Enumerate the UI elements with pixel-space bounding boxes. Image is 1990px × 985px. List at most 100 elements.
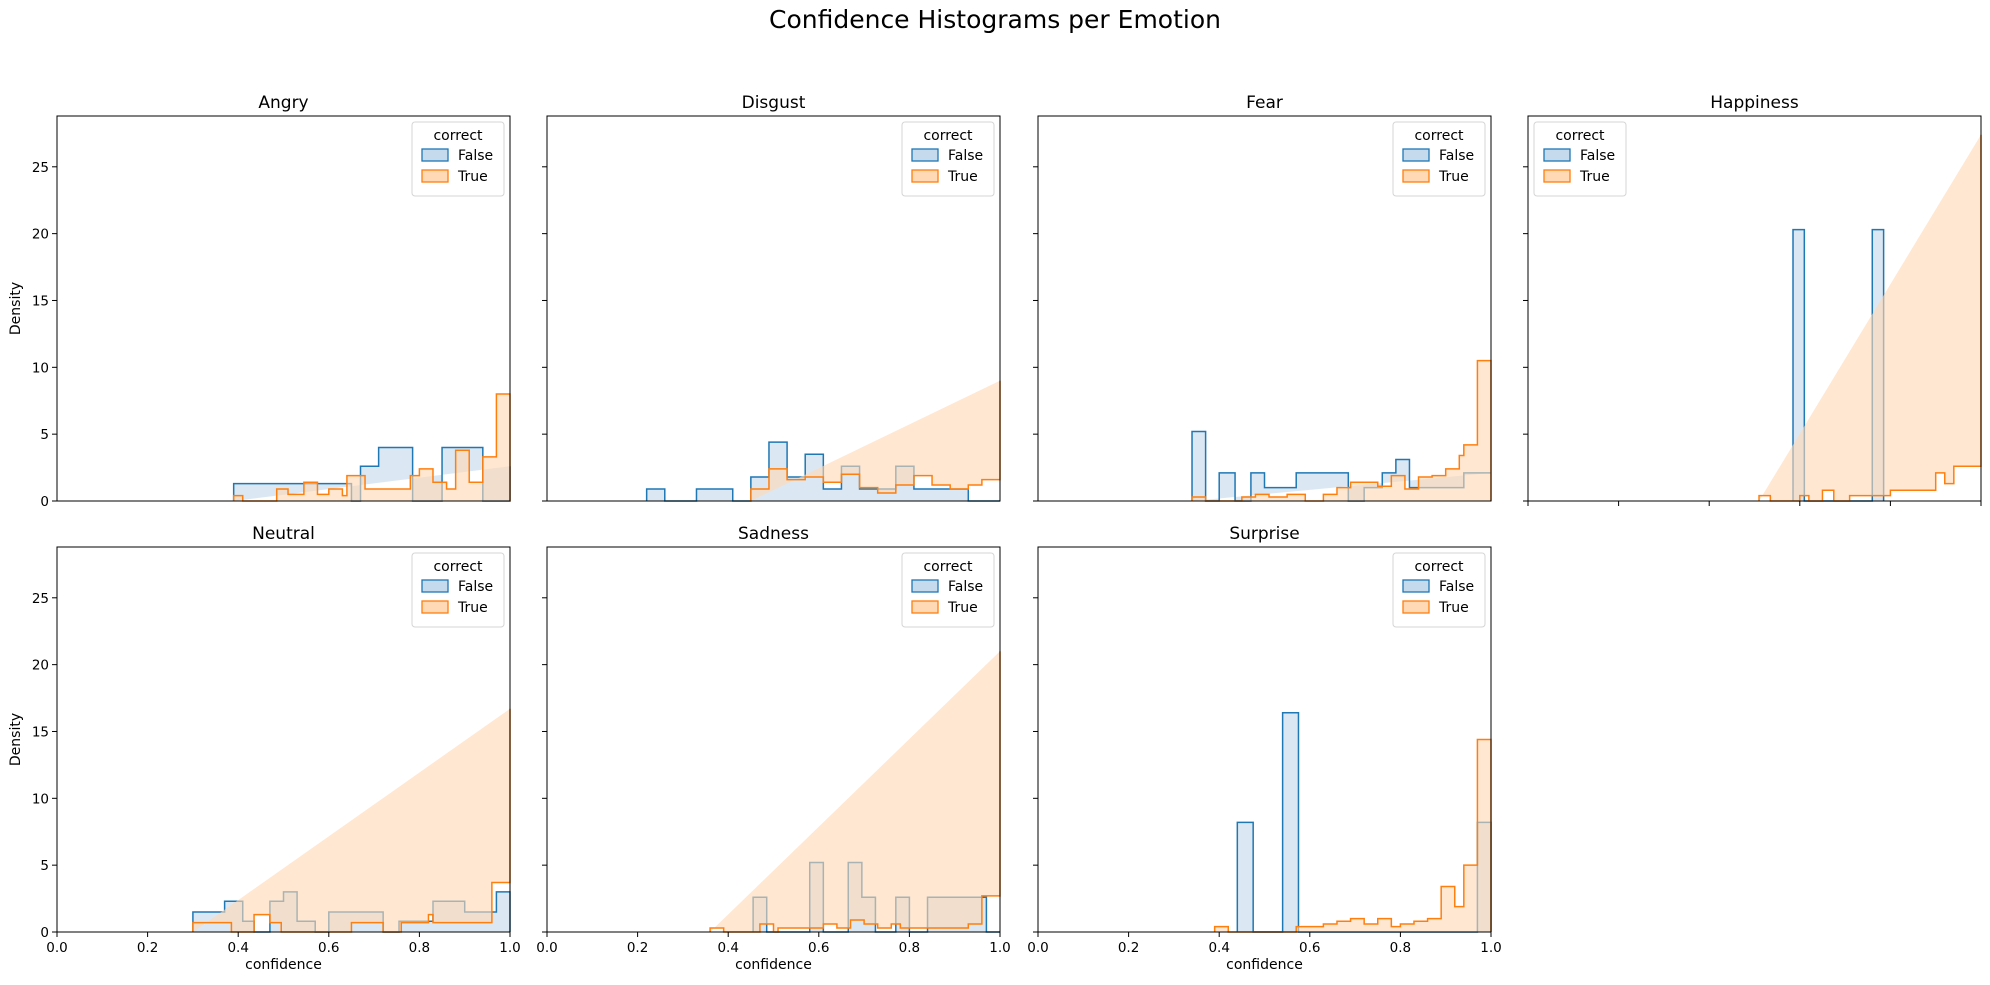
legend-swatch-true (1543, 169, 1571, 183)
y-tick-label: 20 (32, 658, 49, 674)
legend: correct False True (1533, 121, 1627, 197)
legend-swatch-true (1402, 169, 1430, 183)
legend-title: correct (923, 128, 973, 144)
y-tick-label: 25 (32, 160, 49, 176)
legend-swatch-true (911, 169, 939, 183)
legend-swatch-false (1543, 148, 1571, 162)
legend-swatch-true (421, 169, 449, 183)
axes-frame (546, 115, 1001, 502)
x-axis-label: confidence (245, 957, 322, 973)
panel-title: Neutral (252, 524, 315, 544)
axes-frame (1037, 115, 1492, 502)
panel-angry: Angry 0 5 10 15 20 25 Density correct False True (8, 93, 511, 510)
legend: correct False True (901, 552, 995, 628)
series-fill-true (1214, 739, 1491, 932)
x-axis-label: confidence (1226, 957, 1303, 973)
series-fill-true (1192, 360, 1491, 501)
x-tick-label: 1.0 (989, 940, 1010, 956)
y-tick-label: 5 (40, 858, 49, 874)
legend-label-true: True (1579, 169, 1610, 185)
legend-label-true: True (1438, 600, 1469, 616)
panel-fear: Fear correct False True (1033, 93, 1492, 502)
x-tick-label: 1.0 (1480, 940, 1501, 956)
legend-title: correct (433, 128, 483, 144)
legend-label-false: False (1439, 148, 1474, 164)
y-tick-label: 0 (40, 494, 49, 510)
legend-label-false: False (458, 579, 493, 595)
legend-label-true: True (457, 600, 488, 616)
x-tick-label: 0.8 (409, 940, 430, 956)
x-tick-label: 0.4 (1208, 940, 1229, 956)
legend-swatch-false (1402, 579, 1430, 593)
legend-swatch-false (421, 148, 449, 162)
panel-title: Happiness (1710, 93, 1799, 113)
axes-frame (56, 546, 511, 933)
legend: correct False True (1392, 121, 1486, 197)
legend-swatch-false (911, 148, 939, 162)
legend-label-false: False (458, 148, 493, 164)
x-tick-label: 1.0 (499, 940, 520, 956)
legend-label-true: True (947, 600, 978, 616)
series-fill-true (233, 394, 511, 501)
panel-title: Angry (258, 93, 308, 113)
figure-title: Confidence Histograms per Emotion (769, 5, 1221, 34)
axes-frame (1037, 546, 1492, 933)
x-tick-label: 0.6 (1299, 940, 1320, 956)
legend-title: correct (433, 559, 483, 575)
series-line-true (232, 393, 511, 502)
legend-swatch-false (911, 579, 939, 593)
legend: correct False True (901, 121, 995, 197)
legend-title: correct (923, 559, 973, 575)
panel-title: Fear (1246, 93, 1283, 113)
legend-label-true: True (947, 169, 978, 185)
panel-title: Disgust (742, 93, 806, 113)
y-tick-label: 15 (32, 724, 49, 740)
x-tick-label: 0.8 (1390, 940, 1411, 956)
y-tick-label: 10 (32, 360, 49, 376)
panel-sadness: Sadness 0.0 0.2 0.4 0.6 0.8 1.0 confidence corre… (536, 524, 1010, 973)
x-tick-label: 0.2 (1118, 940, 1139, 956)
x-tick-label: 0.0 (46, 940, 67, 956)
series-line-true (1191, 359, 1492, 502)
series-fill-true (192, 708, 510, 932)
legend-title: correct (1414, 559, 1464, 575)
legend-label-false: False (948, 579, 983, 595)
series-fill-true (750, 380, 1000, 501)
y-axis-label: Density (8, 713, 24, 766)
axes-frame (56, 115, 511, 502)
axes-frame (1527, 115, 1982, 502)
y-tick-label: 5 (40, 427, 49, 443)
x-tick-label: 0.4 (717, 940, 738, 956)
x-tick-label: 0.4 (227, 940, 248, 956)
legend-swatch-false (421, 579, 449, 593)
legend-label-true: True (457, 169, 488, 185)
x-axis-label: confidence (735, 957, 812, 973)
legend-label-true: True (1438, 169, 1469, 185)
legend-label-false: False (948, 148, 983, 164)
panel-neutral: Neutral 0 5 10 15 20 25 0.0 0.2 0.4 0.6 0.8 1.0 confi… (8, 524, 521, 973)
series-fill-false (1192, 431, 1491, 501)
y-axis-label: Density (8, 282, 24, 335)
series-fill-true (710, 651, 1000, 932)
y-tick-label: 25 (32, 591, 49, 607)
legend-title: correct (1555, 128, 1605, 144)
x-tick-label: 0.0 (1027, 940, 1048, 956)
axes-frame (546, 546, 1001, 933)
legend-swatch-false (1402, 148, 1430, 162)
legend-label-false: False (1580, 148, 1615, 164)
legend: correct False True (1392, 552, 1486, 628)
x-tick-label: 0.6 (318, 940, 339, 956)
y-tick-label: 15 (32, 293, 49, 309)
series-line-true (750, 380, 1001, 501)
legend-swatch-true (421, 600, 449, 614)
legend-swatch-true (911, 600, 939, 614)
panel-title: Sadness (738, 524, 809, 544)
y-tick-label: 0 (40, 925, 49, 941)
panel-disgust: Disgust correct False True (542, 93, 1001, 502)
panels-layer: Angry0510152025DensitycorrectFalseTrueDi… (8, 93, 1982, 973)
x-tick-label: 0.6 (808, 940, 829, 956)
series-fill-true (1759, 134, 1981, 501)
panel-happiness: Happiness correct False True (1523, 93, 1982, 506)
panel-title: Surprise (1229, 524, 1299, 544)
